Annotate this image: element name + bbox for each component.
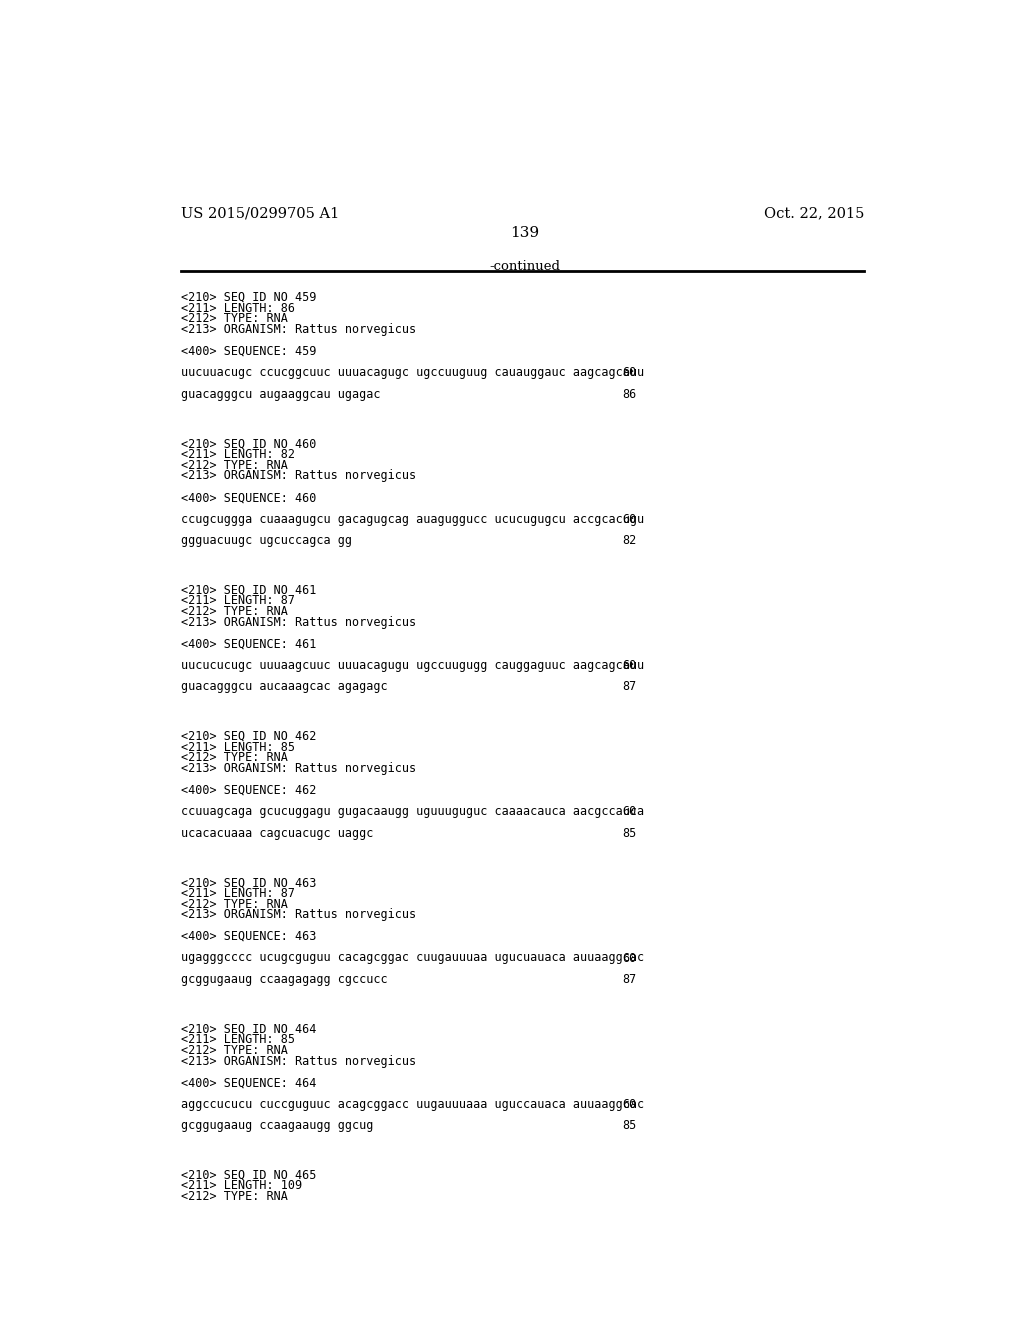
Text: 85: 85 — [623, 1119, 637, 1133]
Text: 60: 60 — [623, 512, 637, 525]
Text: <211> LENGTH: 87: <211> LENGTH: 87 — [180, 887, 295, 900]
Text: guacagggcu augaaggcau ugagac: guacagggcu augaaggcau ugagac — [180, 388, 380, 401]
Text: <400> SEQUENCE: 460: <400> SEQUENCE: 460 — [180, 491, 316, 504]
Text: <212> TYPE: RNA: <212> TYPE: RNA — [180, 313, 288, 326]
Text: <400> SEQUENCE: 463: <400> SEQUENCE: 463 — [180, 929, 316, 942]
Text: -continued: -continued — [489, 260, 560, 273]
Text: <210> SEQ ID NO 465: <210> SEQ ID NO 465 — [180, 1168, 316, 1181]
Text: <211> LENGTH: 87: <211> LENGTH: 87 — [180, 594, 295, 607]
Text: <400> SEQUENCE: 462: <400> SEQUENCE: 462 — [180, 784, 316, 797]
Text: 87: 87 — [623, 973, 637, 986]
Text: <210> SEQ ID NO 464: <210> SEQ ID NO 464 — [180, 1022, 316, 1035]
Text: <212> TYPE: RNA: <212> TYPE: RNA — [180, 898, 288, 911]
Text: <213> ORGANISM: Rattus norvegicus: <213> ORGANISM: Rattus norvegicus — [180, 908, 416, 921]
Text: gcggugaaug ccaagaaugg ggcug: gcggugaaug ccaagaaugg ggcug — [180, 1119, 373, 1133]
Text: <213> ORGANISM: Rattus norvegicus: <213> ORGANISM: Rattus norvegicus — [180, 1055, 416, 1068]
Text: <210> SEQ ID NO 461: <210> SEQ ID NO 461 — [180, 583, 316, 597]
Text: guacagggcu aucaaagcac agagagc: guacagggcu aucaaagcac agagagc — [180, 681, 387, 693]
Text: Oct. 22, 2015: Oct. 22, 2015 — [764, 206, 864, 220]
Text: <211> LENGTH: 85: <211> LENGTH: 85 — [180, 741, 295, 754]
Text: 60: 60 — [623, 367, 637, 379]
Text: 60: 60 — [623, 805, 637, 818]
Text: <211> LENGTH: 86: <211> LENGTH: 86 — [180, 302, 295, 314]
Text: <210> SEQ ID NO 460: <210> SEQ ID NO 460 — [180, 437, 316, 450]
Text: aggccucucu cuccguguuc acagcggacc uugauuuaaa uguccauaca auuaaggcac: aggccucucu cuccguguuc acagcggacc uugauuu… — [180, 1098, 644, 1111]
Text: ugagggcccc ucugcguguu cacagcggac cuugauuuaa ugucuauaca auuaaggcac: ugagggcccc ucugcguguu cacagcggac cuugauu… — [180, 952, 644, 965]
Text: <400> SEQUENCE: 464: <400> SEQUENCE: 464 — [180, 1076, 316, 1089]
Text: <213> ORGANISM: Rattus norvegicus: <213> ORGANISM: Rattus norvegicus — [180, 323, 416, 337]
Text: <210> SEQ ID NO 462: <210> SEQ ID NO 462 — [180, 730, 316, 743]
Text: <211> LENGTH: 85: <211> LENGTH: 85 — [180, 1034, 295, 1047]
Text: <212> TYPE: RNA: <212> TYPE: RNA — [180, 605, 288, 618]
Text: <210> SEQ ID NO 459: <210> SEQ ID NO 459 — [180, 290, 316, 304]
Text: <212> TYPE: RNA: <212> TYPE: RNA — [180, 459, 288, 471]
Text: <213> ORGANISM: Rattus norvegicus: <213> ORGANISM: Rattus norvegicus — [180, 615, 416, 628]
Text: 87: 87 — [623, 681, 637, 693]
Text: 60: 60 — [623, 1098, 637, 1111]
Text: <210> SEQ ID NO 463: <210> SEQ ID NO 463 — [180, 876, 316, 890]
Text: 139: 139 — [510, 226, 540, 240]
Text: 86: 86 — [623, 388, 637, 401]
Text: gcggugaaug ccaagagagg cgccucc: gcggugaaug ccaagagagg cgccucc — [180, 973, 387, 986]
Text: ucacacuaaa cagcuacugc uaggc: ucacacuaaa cagcuacugc uaggc — [180, 826, 373, 840]
Text: <400> SEQUENCE: 461: <400> SEQUENCE: 461 — [180, 638, 316, 651]
Text: <211> LENGTH: 82: <211> LENGTH: 82 — [180, 447, 295, 461]
Text: <212> TYPE: RNA: <212> TYPE: RNA — [180, 1191, 288, 1204]
Text: <213> ORGANISM: Rattus norvegicus: <213> ORGANISM: Rattus norvegicus — [180, 762, 416, 775]
Text: ccuuagcaga gcucuggagu gugacaaugg uguuuguguc caaaacauca aacgccauca: ccuuagcaga gcucuggagu gugacaaugg uguuugu… — [180, 805, 644, 818]
Text: 82: 82 — [623, 535, 637, 548]
Text: 85: 85 — [623, 826, 637, 840]
Text: ggguacuugc ugcuccagca gg: ggguacuugc ugcuccagca gg — [180, 535, 351, 548]
Text: <212> TYPE: RNA: <212> TYPE: RNA — [180, 751, 288, 764]
Text: ccugcuggga cuaaagugcu gacagugcag auaguggucc ucucugugcu accgcacugu: ccugcuggga cuaaagugcu gacagugcag auagugg… — [180, 512, 644, 525]
Text: 60: 60 — [623, 659, 637, 672]
Text: uucuuacugc ccucggcuuc uuuacagugc ugccuuguug cauauggauc aagcagcauu: uucuuacugc ccucggcuuc uuuacagugc ugccuug… — [180, 367, 644, 379]
Text: <213> ORGANISM: Rattus norvegicus: <213> ORGANISM: Rattus norvegicus — [180, 470, 416, 483]
Text: <211> LENGTH: 109: <211> LENGTH: 109 — [180, 1180, 302, 1192]
Text: <212> TYPE: RNA: <212> TYPE: RNA — [180, 1044, 288, 1057]
Text: 60: 60 — [623, 952, 637, 965]
Text: uucucucugc uuuaagcuuc uuuacagugu ugccuugugg cauggaguuc aagcagcauu: uucucucugc uuuaagcuuc uuuacagugu ugccuug… — [180, 659, 644, 672]
Text: <400> SEQUENCE: 459: <400> SEQUENCE: 459 — [180, 345, 316, 358]
Text: US 2015/0299705 A1: US 2015/0299705 A1 — [180, 206, 339, 220]
